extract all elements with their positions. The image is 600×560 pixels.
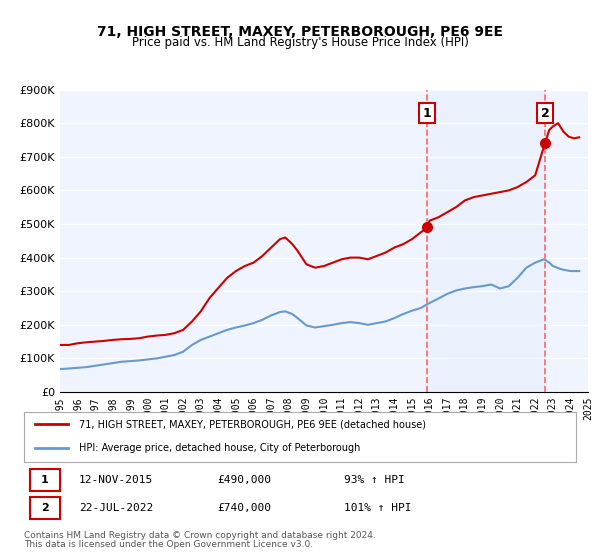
- Text: Contains HM Land Registry data © Crown copyright and database right 2024.: Contains HM Land Registry data © Crown c…: [24, 531, 376, 540]
- FancyBboxPatch shape: [29, 497, 60, 519]
- Text: Price paid vs. HM Land Registry's House Price Index (HPI): Price paid vs. HM Land Registry's House …: [131, 36, 469, 49]
- Text: This data is licensed under the Open Government Licence v3.0.: This data is licensed under the Open Gov…: [24, 540, 313, 549]
- Text: 101% ↑ HPI: 101% ↑ HPI: [344, 503, 412, 513]
- FancyBboxPatch shape: [29, 469, 60, 491]
- Text: 71, HIGH STREET, MAXEY, PETERBOROUGH, PE6 9EE: 71, HIGH STREET, MAXEY, PETERBOROUGH, PE…: [97, 25, 503, 39]
- Text: 12-NOV-2015: 12-NOV-2015: [79, 475, 154, 485]
- Text: 2: 2: [541, 106, 549, 120]
- Bar: [427, 90, 545, 392]
- Text: 93% ↑ HPI: 93% ↑ HPI: [344, 475, 405, 485]
- Text: 2: 2: [41, 503, 49, 513]
- Text: 1: 1: [423, 106, 431, 120]
- Text: HPI: Average price, detached house, City of Peterborough: HPI: Average price, detached house, City…: [79, 443, 361, 453]
- Text: 71, HIGH STREET, MAXEY, PETERBOROUGH, PE6 9EE (detached house): 71, HIGH STREET, MAXEY, PETERBOROUGH, PE…: [79, 419, 426, 429]
- Text: £740,000: £740,000: [217, 503, 271, 513]
- Text: 1: 1: [41, 475, 49, 485]
- Text: 22-JUL-2022: 22-JUL-2022: [79, 503, 154, 513]
- Text: £490,000: £490,000: [217, 475, 271, 485]
